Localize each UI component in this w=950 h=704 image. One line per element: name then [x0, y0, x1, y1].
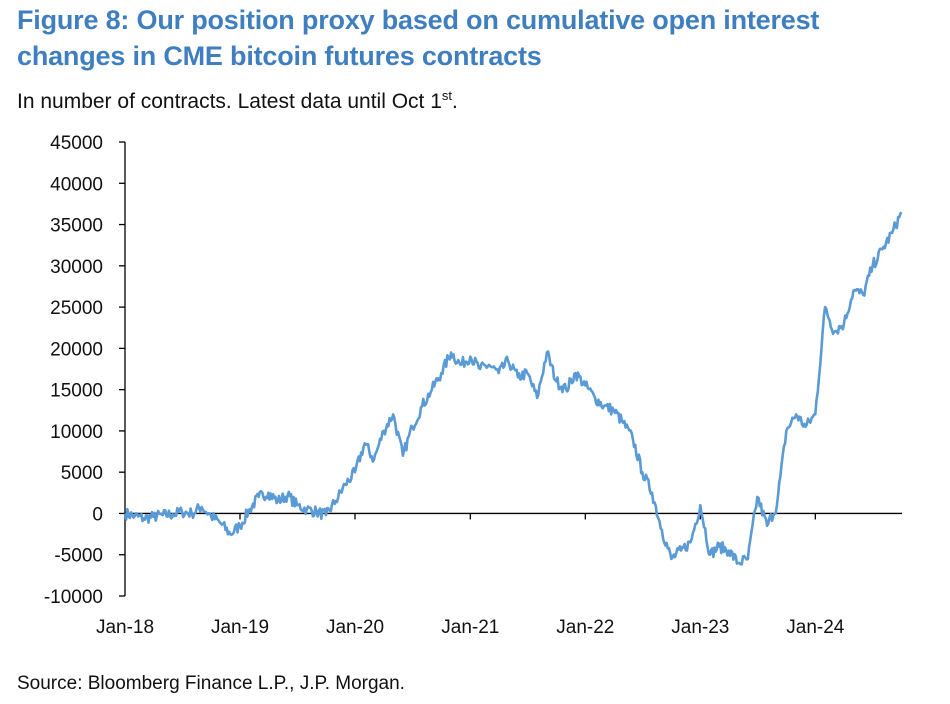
- y-tick-label: 40000: [50, 174, 103, 195]
- x-tick-label: Jan-20: [326, 617, 384, 638]
- subtitle-superscript: st: [441, 88, 453, 103]
- y-tick-label: -5000: [54, 546, 103, 567]
- y-tick-label: -10000: [44, 587, 103, 608]
- chart-title-line-1: Figure 8: Our position proxy based on cu…: [17, 5, 820, 35]
- x-tick-label: Jan-19: [211, 617, 269, 638]
- y-tick-label: 10000: [50, 422, 103, 443]
- x-tick-label: Jan-24: [786, 617, 845, 638]
- y-tick-label: 30000: [50, 257, 103, 278]
- subtitle-end: .: [452, 90, 458, 113]
- chart-title-line-2: changes in CME bitcoin futures contracts: [17, 41, 542, 71]
- y-tick-label: 0: [92, 504, 103, 525]
- y-tick-label: 15000: [50, 381, 103, 402]
- chart-title: Figure 8: Our position proxy based on cu…: [17, 2, 937, 74]
- subtitle-text: In number of contracts. Latest data unti…: [17, 90, 442, 113]
- y-tick-label: 45000: [50, 133, 103, 154]
- y-tick-label: 20000: [50, 339, 103, 360]
- y-axis: -10000 -5000 0 5000 10000 15000 20000 25000 3000…: [44, 133, 126, 608]
- series-line: [123, 211, 903, 566]
- x-tick-label: Jan-21: [441, 617, 499, 638]
- x-tick-label: Jan-18: [96, 617, 154, 638]
- y-tick-label: 35000: [50, 216, 103, 237]
- y-tick-label: 25000: [50, 298, 103, 319]
- x-tick-label: Jan-23: [671, 617, 729, 638]
- y-tick-label: 5000: [61, 463, 103, 484]
- x-tick-label: Jan-22: [556, 617, 614, 638]
- chart-subtitle: In number of contracts. Latest data unti…: [17, 88, 458, 114]
- x-axis: Jan-18 Jan-19 Jan-20 Jan-21 Jan-22 Jan-23 Jan-…: [96, 512, 902, 638]
- source-note: Source: Bloomberg Finance L.P., J.P. Mor…: [17, 673, 405, 694]
